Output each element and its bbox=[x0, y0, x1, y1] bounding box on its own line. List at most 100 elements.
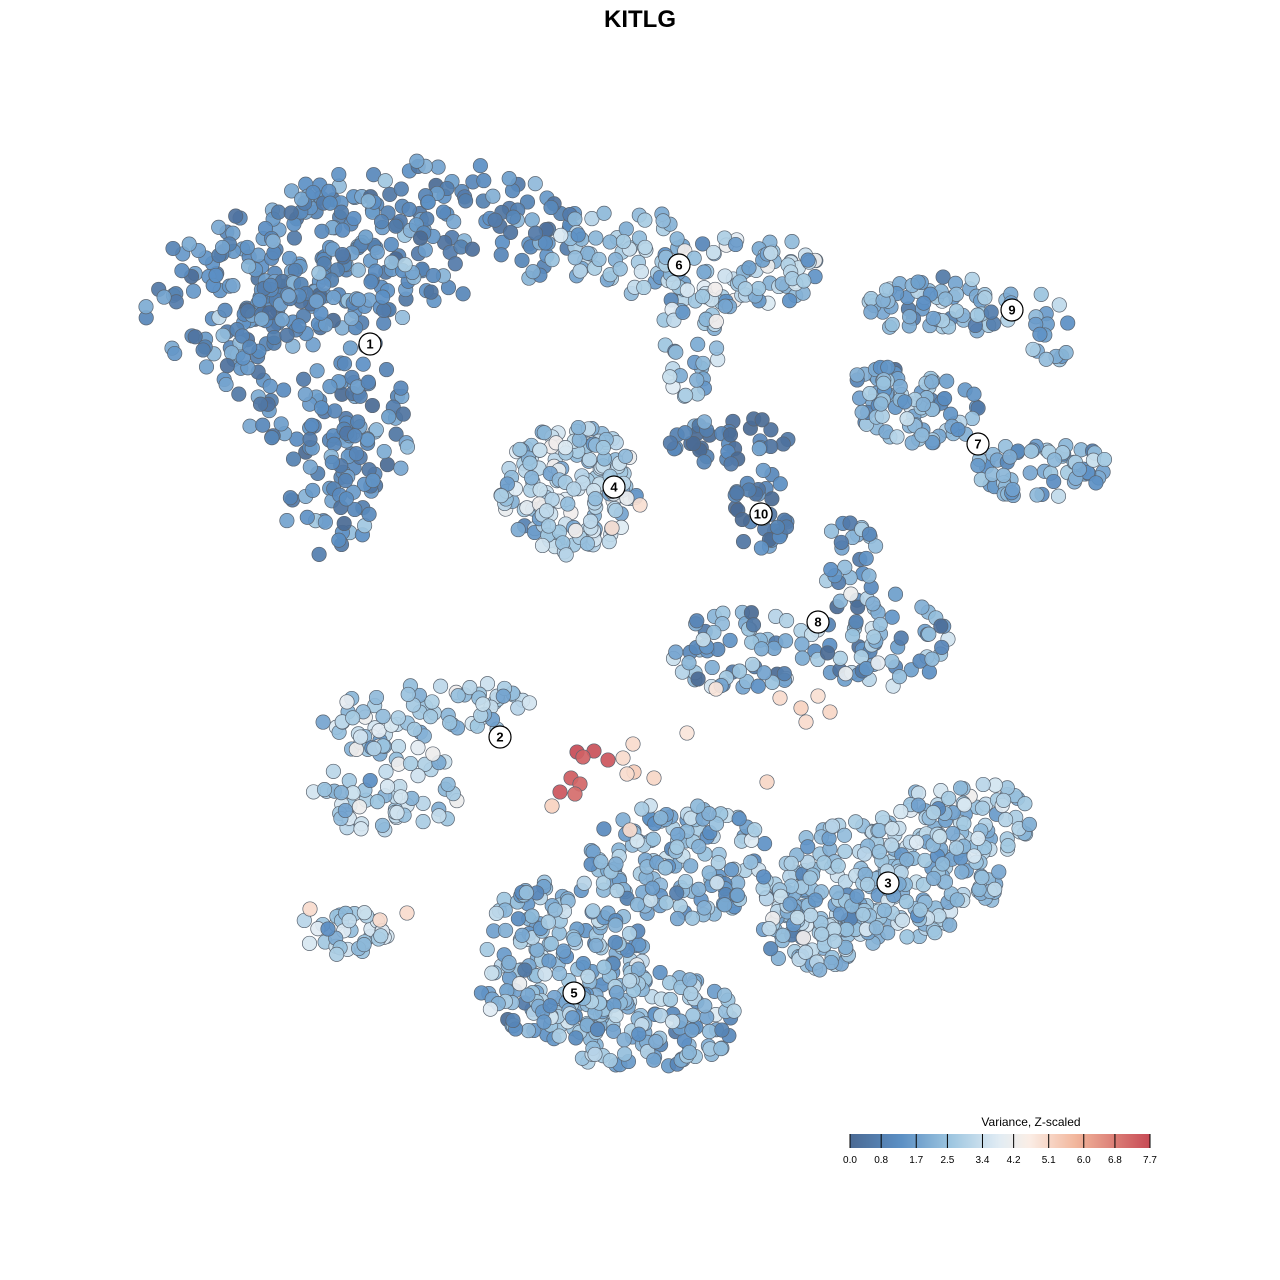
cell-point bbox=[695, 236, 711, 252]
cell-point bbox=[524, 470, 540, 486]
cell-point bbox=[519, 500, 535, 516]
cell-point bbox=[369, 794, 385, 810]
cell-point bbox=[252, 396, 269, 412]
cell-point bbox=[446, 214, 462, 230]
cell-point bbox=[375, 289, 391, 305]
cell-point bbox=[503, 224, 519, 240]
cell-point bbox=[501, 171, 517, 187]
cluster-label-text: 4 bbox=[610, 480, 618, 495]
cell-point bbox=[696, 264, 712, 280]
cell-point bbox=[336, 515, 352, 532]
cell-point bbox=[241, 258, 257, 274]
legend-tick-label: 4.2 bbox=[1007, 1155, 1021, 1166]
cell-point bbox=[735, 534, 752, 550]
cell-point bbox=[996, 467, 1012, 483]
cell-point bbox=[567, 211, 583, 227]
legend-ticks: 0.0 0.8 1.7 2.5 3.4 4.2 5.1 6.0 6.8 7.7 bbox=[843, 1134, 1157, 1166]
cell-point bbox=[704, 659, 720, 676]
cell-point bbox=[636, 279, 652, 296]
cell-point bbox=[376, 302, 392, 319]
cell-point bbox=[842, 515, 858, 531]
cell-point bbox=[849, 367, 865, 383]
cell-point bbox=[927, 925, 943, 941]
cell-point bbox=[217, 302, 233, 318]
cell-point bbox=[836, 827, 853, 843]
cell-point bbox=[622, 973, 638, 989]
cell-point bbox=[373, 928, 389, 944]
cell-point bbox=[925, 805, 941, 821]
cell-point bbox=[1002, 449, 1018, 465]
cell-point bbox=[156, 289, 172, 305]
cell-point bbox=[969, 307, 986, 323]
chart-title: KITLG bbox=[604, 6, 676, 33]
cell-point bbox=[324, 454, 340, 470]
cell-point bbox=[910, 797, 926, 813]
cell-point bbox=[1051, 297, 1067, 313]
cell-point-high bbox=[552, 784, 568, 800]
cell-point bbox=[850, 599, 866, 615]
cell-point bbox=[596, 959, 612, 975]
cell-point bbox=[360, 432, 376, 448]
cell-point bbox=[1058, 345, 1074, 361]
cell-point bbox=[587, 491, 603, 507]
cell-point bbox=[558, 547, 574, 563]
cell-point bbox=[499, 476, 515, 492]
cell-point bbox=[263, 277, 279, 293]
cell-point bbox=[514, 252, 530, 268]
cell-point bbox=[868, 920, 884, 936]
cell-point bbox=[311, 265, 327, 281]
cell-point-high bbox=[622, 822, 638, 838]
cell-point bbox=[371, 723, 387, 739]
cell-point bbox=[424, 694, 440, 710]
cell-point bbox=[262, 378, 278, 394]
cell-point bbox=[234, 328, 250, 344]
cell-point bbox=[899, 411, 915, 427]
cell-point bbox=[534, 537, 551, 554]
cell-point bbox=[394, 309, 411, 326]
cell-point bbox=[361, 506, 377, 522]
cell-point bbox=[775, 927, 791, 943]
cell-point bbox=[617, 1046, 633, 1062]
cell-point bbox=[355, 356, 371, 372]
cell-point bbox=[501, 955, 517, 971]
cell-point bbox=[279, 327, 295, 343]
cell-point bbox=[926, 870, 942, 886]
points-layer bbox=[138, 153, 1113, 1074]
cell-point bbox=[945, 825, 961, 842]
cell-point bbox=[305, 337, 321, 353]
cell-point bbox=[397, 257, 413, 273]
cell-point bbox=[517, 962, 533, 978]
cell-point bbox=[389, 805, 405, 821]
cell-point bbox=[633, 264, 649, 280]
legend-tick-label: 7.7 bbox=[1143, 1155, 1157, 1166]
cell-point bbox=[333, 785, 349, 801]
cell-point bbox=[390, 738, 407, 755]
cell-point bbox=[476, 173, 492, 189]
legend-colorbar bbox=[850, 1134, 1150, 1148]
cluster-label: 8 bbox=[806, 610, 830, 634]
cell-point bbox=[274, 312, 290, 328]
cell-point bbox=[821, 831, 837, 847]
cell-point bbox=[527, 225, 544, 241]
cluster-label-bg bbox=[488, 725, 512, 749]
cell-point bbox=[956, 797, 972, 813]
cell-point bbox=[608, 856, 624, 872]
cell-point bbox=[862, 386, 878, 402]
cell-point bbox=[870, 655, 886, 671]
cell-point bbox=[705, 244, 722, 261]
cell-point bbox=[568, 1030, 584, 1046]
cell-point bbox=[937, 390, 953, 407]
cell-point bbox=[800, 839, 816, 855]
cell-point bbox=[747, 822, 763, 838]
cell-point-high bbox=[772, 690, 788, 706]
cell-point bbox=[662, 435, 678, 451]
cell-point bbox=[713, 1041, 729, 1057]
cell-point bbox=[551, 965, 568, 982]
cell-point bbox=[479, 941, 495, 958]
cell-point bbox=[532, 442, 548, 458]
cell-point bbox=[731, 811, 747, 827]
cell-point-high bbox=[708, 681, 724, 697]
cell-point bbox=[351, 799, 368, 815]
cell-point bbox=[393, 181, 409, 197]
cell-point bbox=[1046, 452, 1063, 468]
